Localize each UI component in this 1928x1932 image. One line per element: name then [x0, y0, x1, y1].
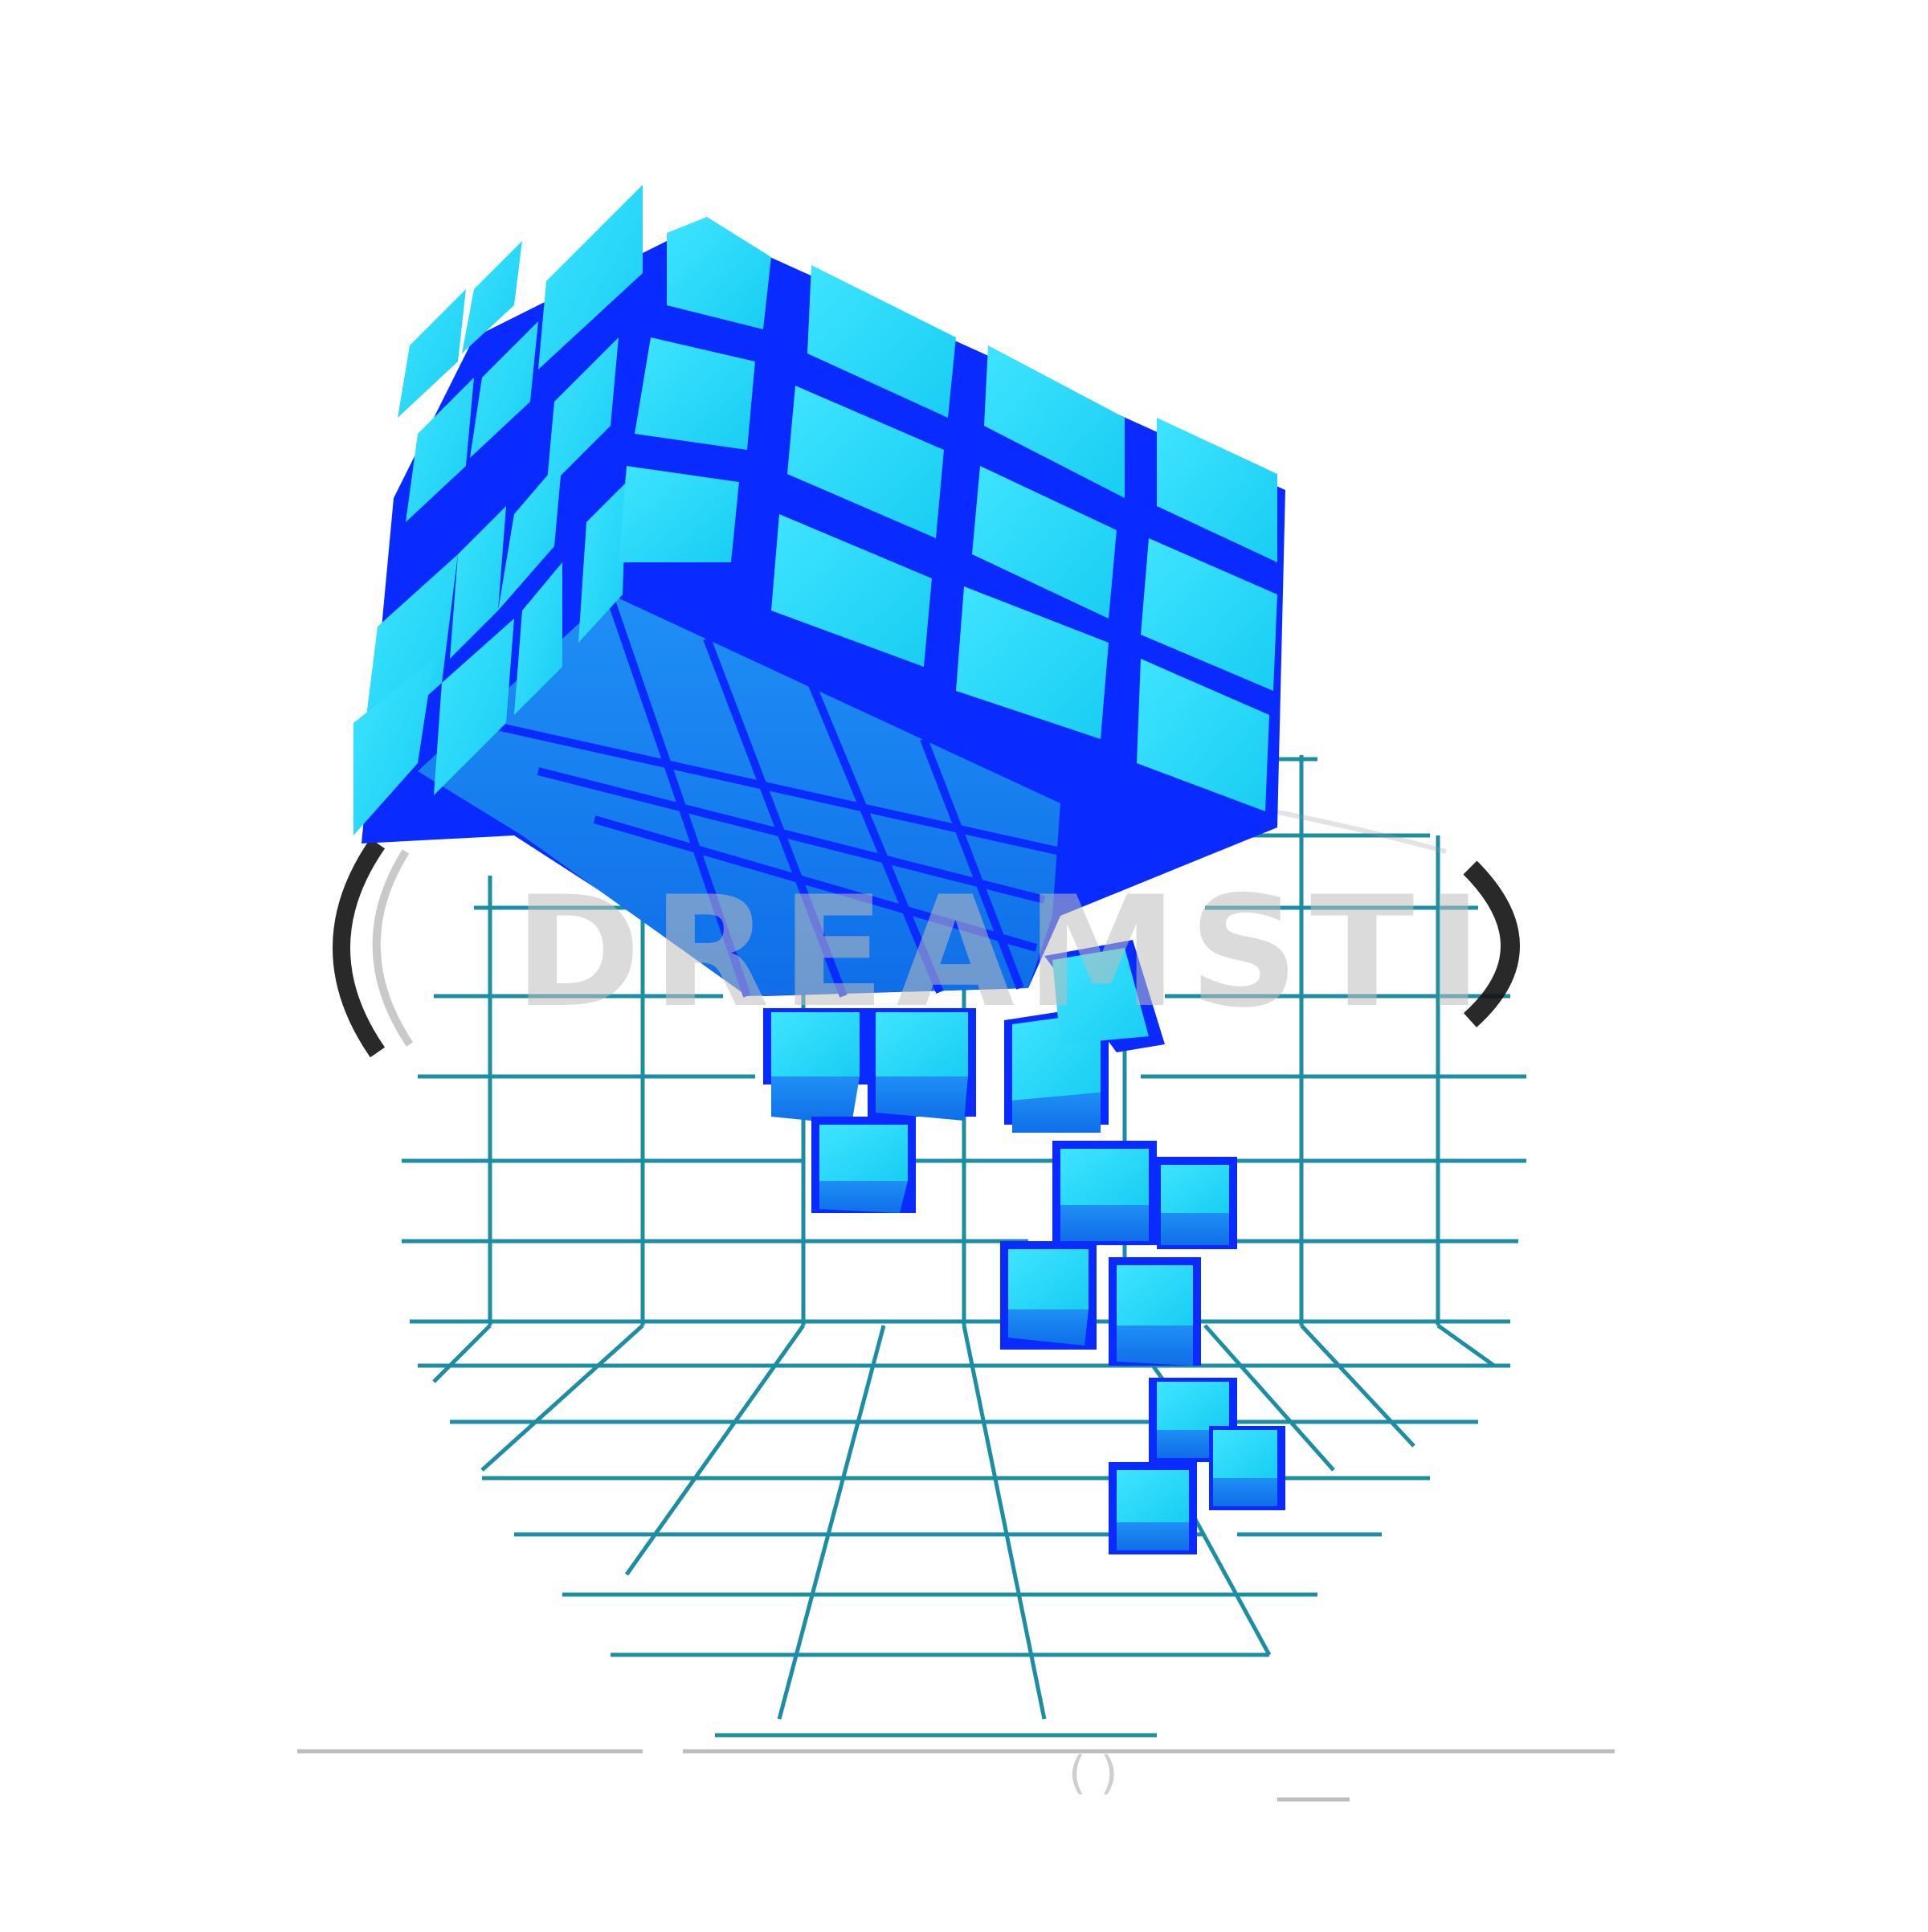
falling-cubes: [763, 940, 1285, 1554]
watermark-subtext: ( ): [1068, 1747, 1118, 1799]
wireframe-grid: [402, 755, 1526, 1738]
baseline-rule: [297, 1749, 1615, 1802]
watermark-text: DREAMSTIME: [514, 864, 1478, 1024]
pixel-cube: [353, 185, 1285, 1554]
